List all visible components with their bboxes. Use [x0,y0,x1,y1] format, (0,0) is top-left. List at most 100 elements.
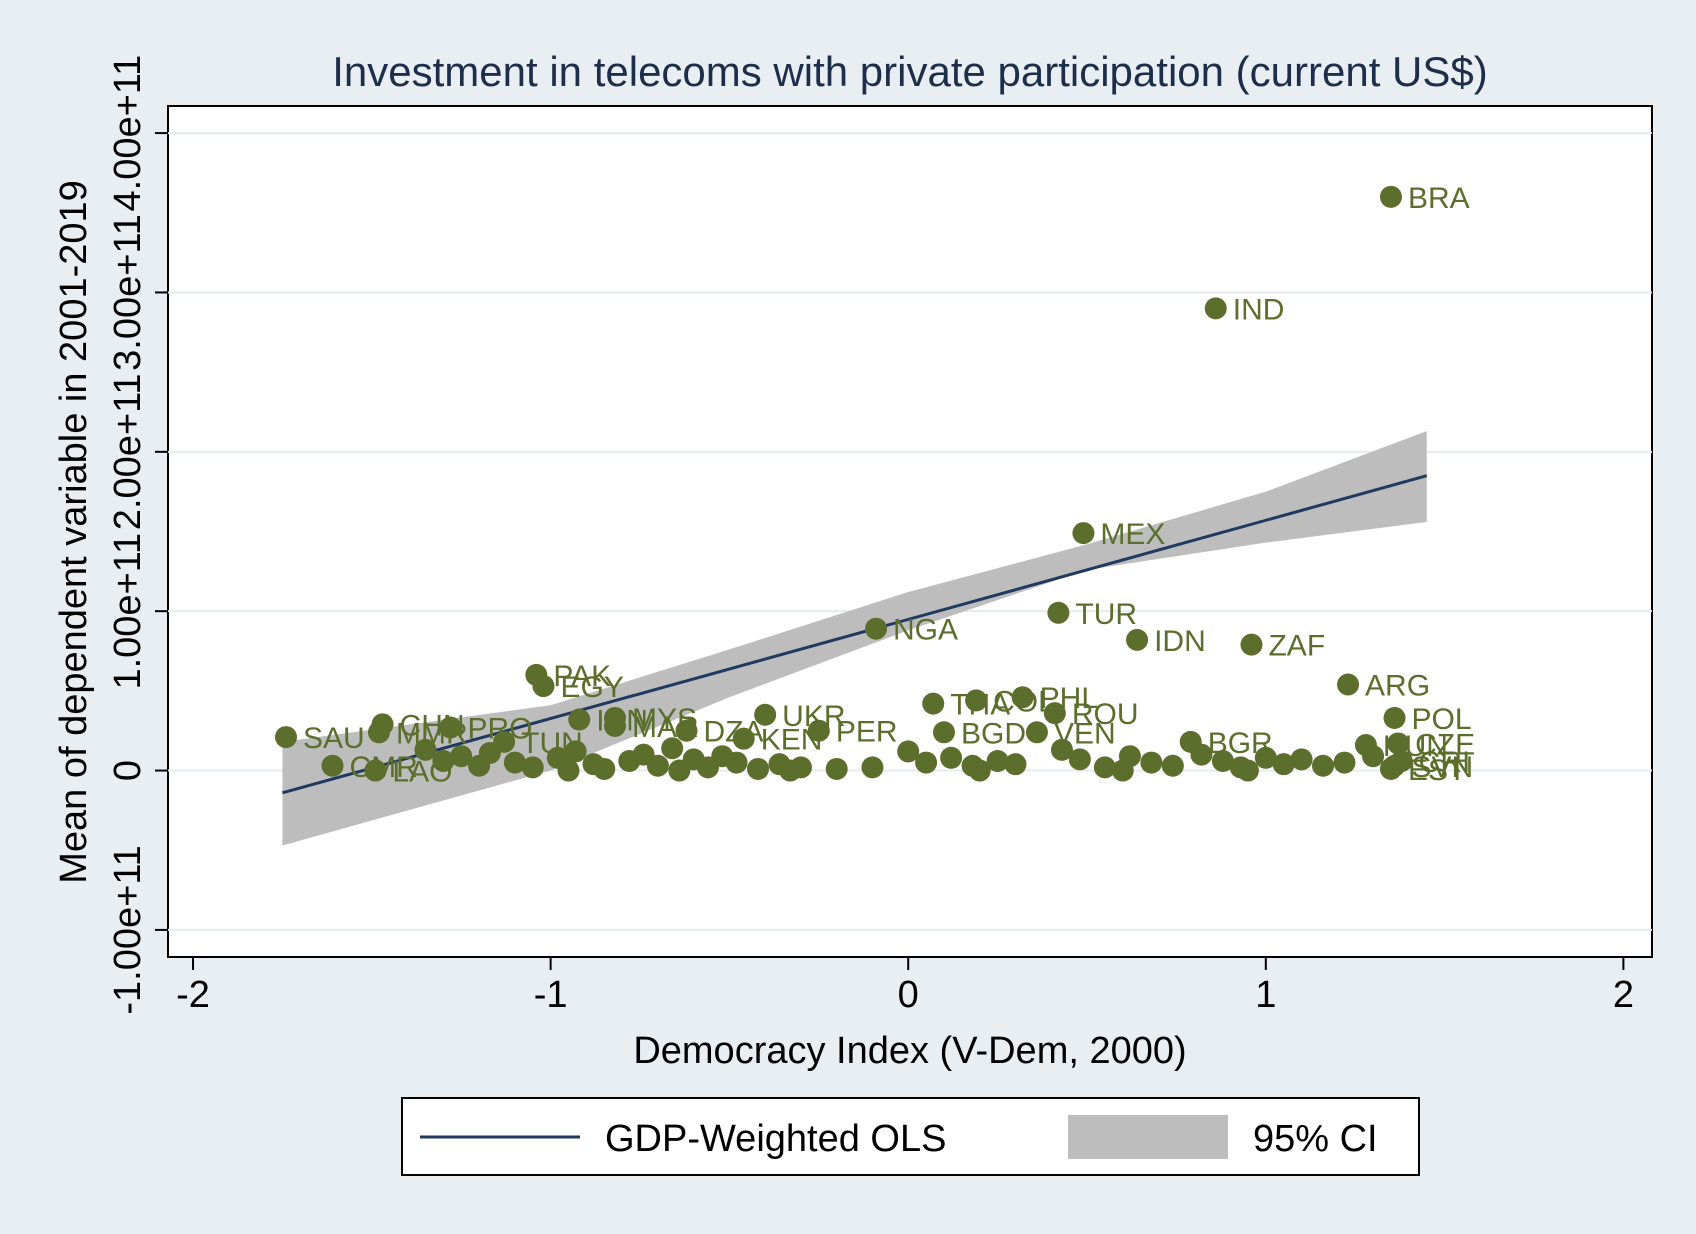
data-point-bgd [932,721,955,744]
data-point [1140,751,1163,774]
data-point [915,751,938,774]
data-point [747,757,770,780]
point-label-bgr: BGR [1208,727,1273,760]
data-point [1272,753,1295,776]
point-label-dza: DZA [704,716,764,749]
point-label-egy: EGY [560,671,623,704]
data-point [1254,746,1277,769]
data-point [897,740,920,763]
data-point [1290,748,1313,771]
data-point-ven [1025,721,1048,744]
point-label-pol: POL [1412,703,1472,736]
data-point [1068,748,1091,771]
x-tick-label: 1 [1255,974,1276,1016]
data-point-arg [1337,673,1360,696]
data-point [450,745,473,768]
data-point-cmr [321,754,344,777]
data-point [414,738,437,761]
data-point [1111,759,1134,782]
legend-line-label: GDP-Weighted OLS [605,1118,946,1160]
point-label-cze: CZE [1415,728,1475,761]
y-tick-label: 1.00e+11 [107,533,149,690]
point-label-pak: PAK [553,660,611,693]
data-point [564,740,587,763]
data-point-mar [603,714,626,737]
point-label-bgd: BGD [961,717,1026,750]
legend-ci-label: 95% CI [1253,1118,1378,1160]
data-point [668,759,691,782]
y-tick-label: 3.00e+11 [107,214,149,371]
y-tick-label: -1.00e+11 [107,845,149,1014]
data-point-zaf [1240,633,1263,656]
data-point-lao [364,759,387,782]
data-point [1050,738,1073,761]
data-point-idn [1126,628,1149,651]
data-point [940,746,963,769]
data-point-nga [865,617,888,640]
data-point-phl [1011,686,1034,709]
data-point [725,751,748,774]
data-point [1312,754,1335,777]
point-label-mex: MEX [1100,518,1165,551]
data-point-ind [1204,297,1227,320]
data-point [661,737,684,760]
data-point [1161,754,1184,777]
y-tick-label: 4.00e+11 [107,55,149,212]
data-point [986,749,1009,772]
ci-band-layer [282,431,1427,846]
cluster-points-layer [414,737,1385,782]
point-label-est: EST [1408,754,1466,787]
chart-title: Investment in telecoms with private part… [332,48,1487,95]
data-point [825,757,848,780]
point-label-zaf: ZAF [1268,630,1325,663]
point-label-tun: TUN [521,727,583,760]
point-label-tha: THA [950,689,1010,722]
data-point-tha [922,692,945,715]
x-tick-label: -1 [534,974,568,1016]
plot-background [167,105,1653,958]
data-point-tur [1047,601,1070,624]
data-point-bra [1379,185,1402,208]
data-point-egy [532,675,555,698]
x-tick-label: -2 [176,974,210,1016]
point-label-ven: VEN [1054,717,1116,750]
data-point-ukr [754,703,777,726]
data-point [557,759,580,782]
data-point-cze [1387,732,1410,755]
data-point-ken [732,727,755,750]
point-label-lao: LAO [392,756,452,789]
x-tick-label: 0 [898,974,919,1016]
data-point-est [1379,757,1402,780]
data-point-per [807,719,830,742]
axes: -2 -1 0 1 2 -1.00e+11 0 1.00e+112.00e+113.00e+1… [107,55,1634,1016]
fit-line [282,474,1428,795]
data-point-hun [1354,734,1377,757]
data-point [861,756,884,779]
data-point [432,749,455,772]
legend: GDP-Weighted OLS 95% CI [401,1097,1420,1176]
point-label-arg: ARG [1365,669,1430,702]
y-axis-title: Mean of dependent variable in 2001-2019 [53,180,95,884]
data-point [646,754,669,777]
data-point-rou [1043,702,1066,725]
point-label-sau: SAU [303,722,365,755]
point-label-svn: SVN [1412,751,1474,784]
legend-ci-swatch [1068,1115,1228,1159]
x-axis-title: Democracy Index (V-Dem, 2000) [633,1030,1186,1072]
point-label-bra: BRA [1408,182,1470,215]
data-point [968,759,991,782]
point-label-cri: CRI [1419,746,1471,779]
point-label-ken: KEN [761,724,823,757]
data-point-dza [675,719,698,742]
data-point-col [965,689,988,712]
point-label-tur: TUR [1075,598,1137,631]
data-point [1093,756,1116,779]
data-point [593,757,616,780]
data-point-mmr [367,721,390,744]
data-point [1236,759,1259,782]
point-label-ind: IND [1233,293,1285,326]
data-point [521,756,544,779]
